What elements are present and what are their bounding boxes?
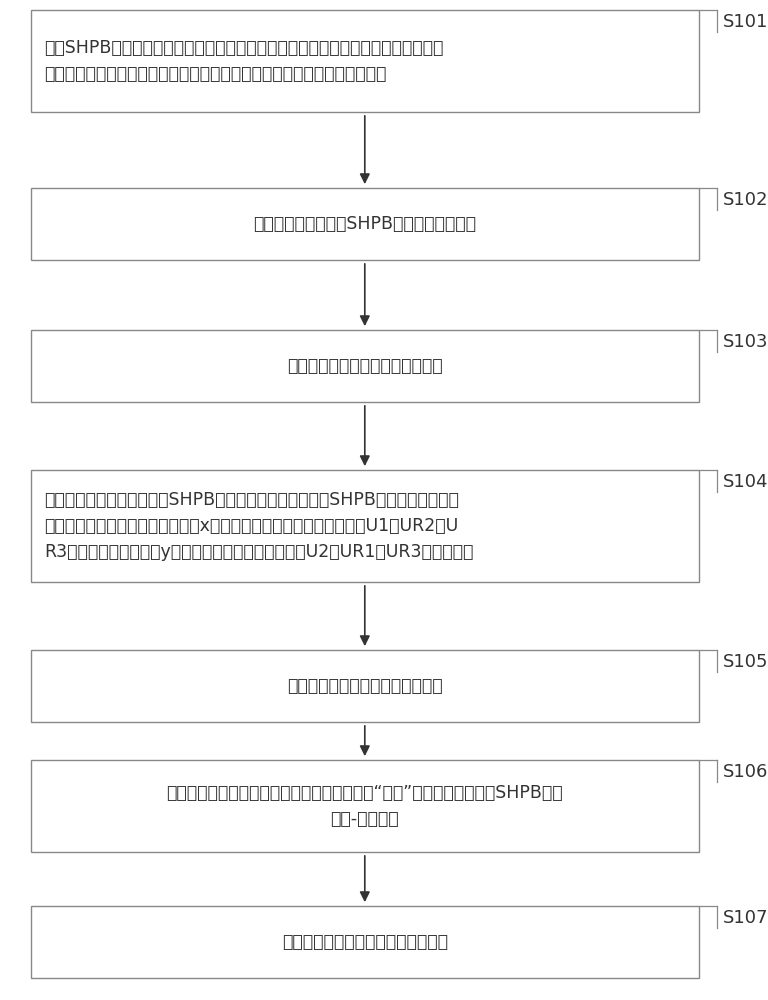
FancyBboxPatch shape	[31, 10, 699, 112]
Text: S106: S106	[723, 763, 768, 781]
FancyBboxPatch shape	[31, 650, 699, 722]
Text: 计算海水集料混凝土真实应变率效应: 计算海水集料混凝土真实应变率效应	[282, 933, 448, 951]
Text: S103: S103	[723, 333, 768, 351]
Text: 采用对称分析，对所简化的SHPB试验装置，建立四分之一SHPB数値模型，在对称
面上施加对称边界条件，即在关于x轴的对称面上，约束所有的节点的U1，UR2，U
: 采用对称分析，对所简化的SHPB试验装置，建立四分之一SHPB数値模型，在对称 …	[45, 491, 474, 561]
Text: S107: S107	[723, 909, 768, 927]
FancyBboxPatch shape	[31, 330, 699, 402]
Text: 建立SHPB试验装置简化模型，采用试验中测得的入射波作为数値模型的输入应力波
，入射杆和透射杆横截面由圆形简化为方形，试样横截面由圆形简化为矩形: 建立SHPB试验装置简化模型，采用试验中测得的入射波作为数値模型的输入应力波 ，…	[45, 39, 444, 83]
Text: 建立入射杆和透射杆的有限元模型: 建立入射杆和透射杆的有限元模型	[287, 357, 442, 375]
FancyBboxPatch shape	[31, 906, 699, 978]
FancyBboxPatch shape	[31, 188, 699, 260]
Text: 采用动力学显式有限元的方法进行计算求解，“重构”出海水集料混凝土SHPB试验
应力-应变曲线: 采用动力学显式有限元的方法进行计算求解，“重构”出海水集料混凝土SHPB试验 应…	[167, 784, 563, 828]
Text: S101: S101	[723, 13, 768, 31]
Text: 建立海水集料混凝土SHPB试样的有限元模型: 建立海水集料混凝土SHPB试样的有限元模型	[253, 215, 476, 233]
FancyBboxPatch shape	[31, 470, 699, 582]
Text: S104: S104	[723, 473, 768, 491]
FancyBboxPatch shape	[31, 760, 699, 852]
Text: S105: S105	[723, 653, 768, 671]
Text: S102: S102	[723, 191, 768, 209]
Text: 选择材料模型，确定材料模型参数: 选择材料模型，确定材料模型参数	[287, 677, 442, 695]
